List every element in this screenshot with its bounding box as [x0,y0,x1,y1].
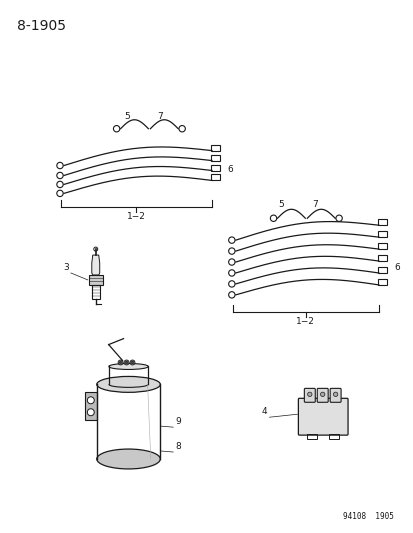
Bar [377,255,386,261]
Bar [88,275,102,285]
Bar [377,231,386,237]
Bar [92,285,100,299]
Text: 6: 6 [394,263,399,272]
Bar [377,243,386,249]
Ellipse shape [109,364,148,369]
Text: 5: 5 [124,112,130,121]
Bar [377,219,386,225]
Circle shape [125,361,128,364]
Bar [328,434,338,439]
Ellipse shape [97,376,160,392]
Text: 9: 9 [175,417,180,426]
FancyBboxPatch shape [304,389,315,402]
Text: 8-1905: 8-1905 [17,19,66,33]
Circle shape [131,361,133,364]
Bar [377,267,386,273]
Bar [211,155,219,160]
Circle shape [130,360,135,365]
Circle shape [124,360,129,365]
Ellipse shape [97,449,160,469]
Bar [377,279,386,285]
Circle shape [87,397,94,404]
Bar [211,144,219,151]
Circle shape [320,392,324,397]
Text: 7: 7 [312,200,317,209]
Text: 5: 5 [278,200,284,209]
Bar [211,165,219,171]
Circle shape [118,360,123,365]
Circle shape [307,392,311,397]
FancyBboxPatch shape [330,389,340,402]
Circle shape [332,392,337,397]
FancyBboxPatch shape [298,398,347,435]
Text: 94108  1905: 94108 1905 [342,512,393,521]
Polygon shape [92,255,100,275]
Circle shape [119,361,121,364]
FancyBboxPatch shape [316,389,328,402]
Text: 1−2: 1−2 [296,317,315,326]
Text: 6: 6 [227,165,233,174]
Text: 8: 8 [175,442,180,451]
Bar [211,174,219,181]
Bar [306,434,316,439]
Text: 1−2: 1−2 [127,212,145,221]
Text: 3: 3 [63,263,69,272]
Text: 7: 7 [157,112,163,121]
Circle shape [87,409,94,416]
Bar [85,392,97,420]
Text: 4: 4 [261,407,267,416]
